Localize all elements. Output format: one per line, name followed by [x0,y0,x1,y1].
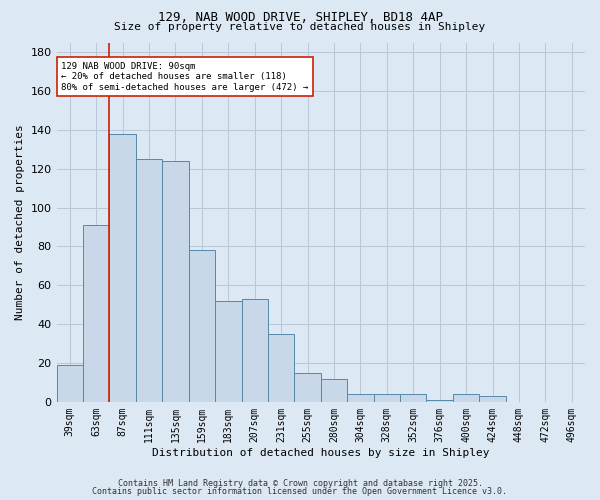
Text: 129 NAB WOOD DRIVE: 90sqm
← 20% of detached houses are smaller (118)
80% of semi: 129 NAB WOOD DRIVE: 90sqm ← 20% of detac… [61,62,308,92]
Bar [453,394,479,402]
Bar [109,134,136,402]
Text: Contains public sector information licensed under the Open Government Licence v3: Contains public sector information licen… [92,487,508,496]
Bar [242,299,268,402]
Text: Contains HM Land Registry data © Crown copyright and database right 2025.: Contains HM Land Registry data © Crown c… [118,478,482,488]
Bar [295,372,321,402]
Bar [321,378,347,402]
Bar [56,365,83,402]
Text: 129, NAB WOOD DRIVE, SHIPLEY, BD18 4AP: 129, NAB WOOD DRIVE, SHIPLEY, BD18 4AP [157,11,443,24]
Bar [374,394,400,402]
X-axis label: Distribution of detached houses by size in Shipley: Distribution of detached houses by size … [152,448,490,458]
Text: Size of property relative to detached houses in Shipley: Size of property relative to detached ho… [115,22,485,32]
Bar [162,161,188,402]
Bar [215,301,242,402]
Bar [83,225,109,402]
Bar [136,159,162,402]
Bar [268,334,295,402]
Bar [188,250,215,402]
Y-axis label: Number of detached properties: Number of detached properties [15,124,25,320]
Bar [427,400,453,402]
Bar [400,394,427,402]
Bar [479,396,506,402]
Bar [347,394,374,402]
